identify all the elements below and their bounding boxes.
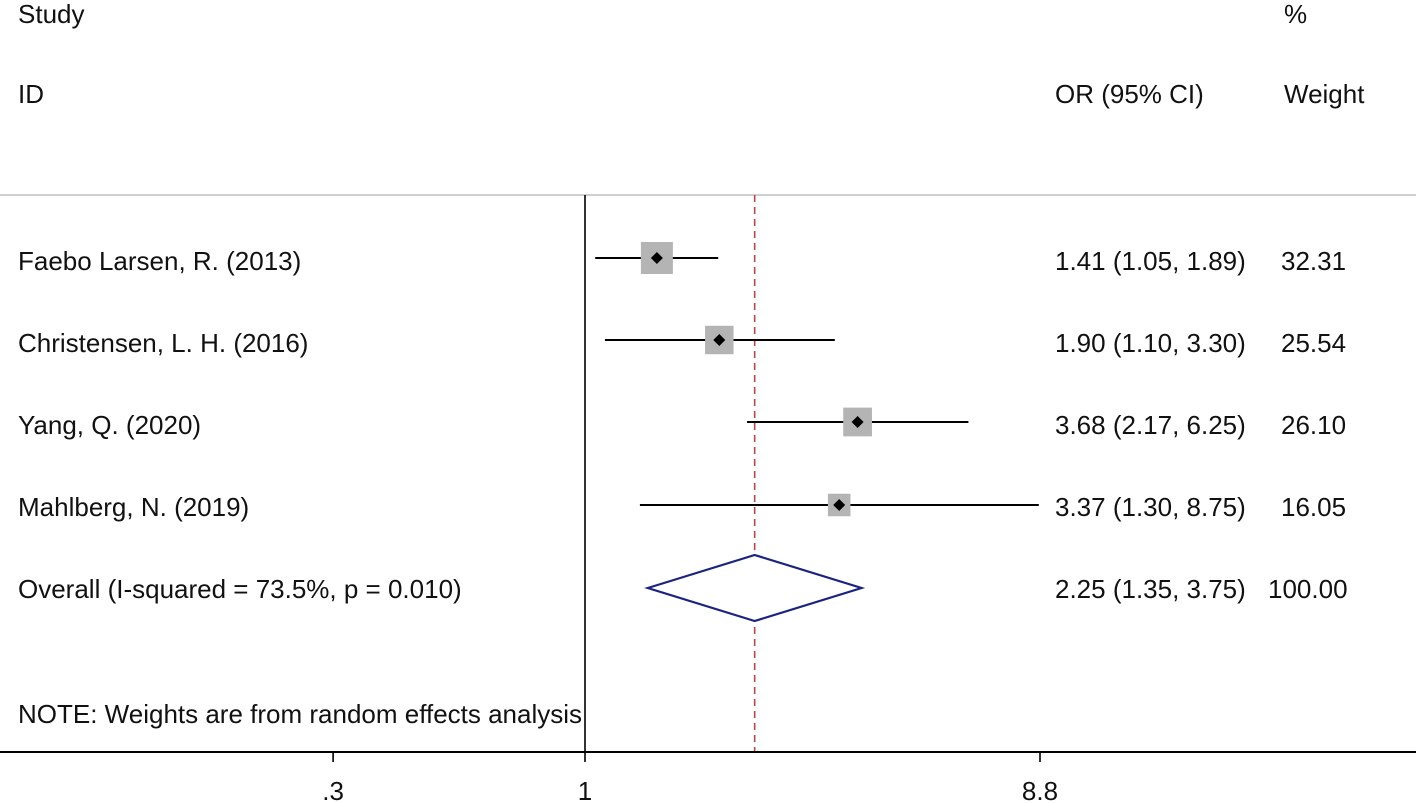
- study-or-ci: 1.90 (1.10, 3.30): [1055, 328, 1246, 358]
- study-or-ci: 1.41 (1.05, 1.89): [1055, 246, 1246, 276]
- point-estimate: [713, 334, 726, 346]
- point-estimate: [650, 252, 663, 264]
- study-label: Yang, Q. (2020): [18, 410, 201, 440]
- study-label: Faebo Larsen, R. (2013): [18, 246, 301, 276]
- study-weight: 32.31: [1281, 246, 1346, 276]
- overall-diamond: [644, 553, 866, 623]
- header-percent: %: [1284, 0, 1307, 29]
- header-id: ID: [18, 79, 44, 109]
- x-tick-label: 8.8: [1022, 776, 1058, 803]
- x-tick-label: 1: [578, 776, 592, 803]
- study-or-ci: 3.68 (2.17, 6.25): [1055, 410, 1246, 440]
- point-estimate: [851, 416, 864, 428]
- header-weight: Weight: [1284, 79, 1365, 109]
- note-text: NOTE: Weights are from random effects an…: [18, 699, 582, 729]
- overall-weight: 100.00: [1268, 574, 1348, 604]
- x-tick-label: .3: [322, 776, 344, 803]
- study-weight: 26.10: [1281, 410, 1346, 440]
- study-label: Christensen, L. H. (2016): [18, 328, 308, 358]
- study-or-ci: 3.37 (1.30, 8.75): [1055, 492, 1246, 522]
- header-or-ci: OR (95% CI): [1055, 79, 1204, 109]
- point-estimate: [833, 499, 846, 511]
- study-weight: 25.54: [1281, 328, 1346, 358]
- study-weight: 16.05: [1281, 492, 1346, 522]
- overall-label: Overall (I-squared = 73.5%, p = 0.010): [18, 574, 462, 604]
- study-label: Mahlberg, N. (2019): [18, 492, 249, 522]
- header-study: Study: [18, 0, 85, 29]
- overall-or-ci: 2.25 (1.35, 3.75): [1055, 574, 1246, 604]
